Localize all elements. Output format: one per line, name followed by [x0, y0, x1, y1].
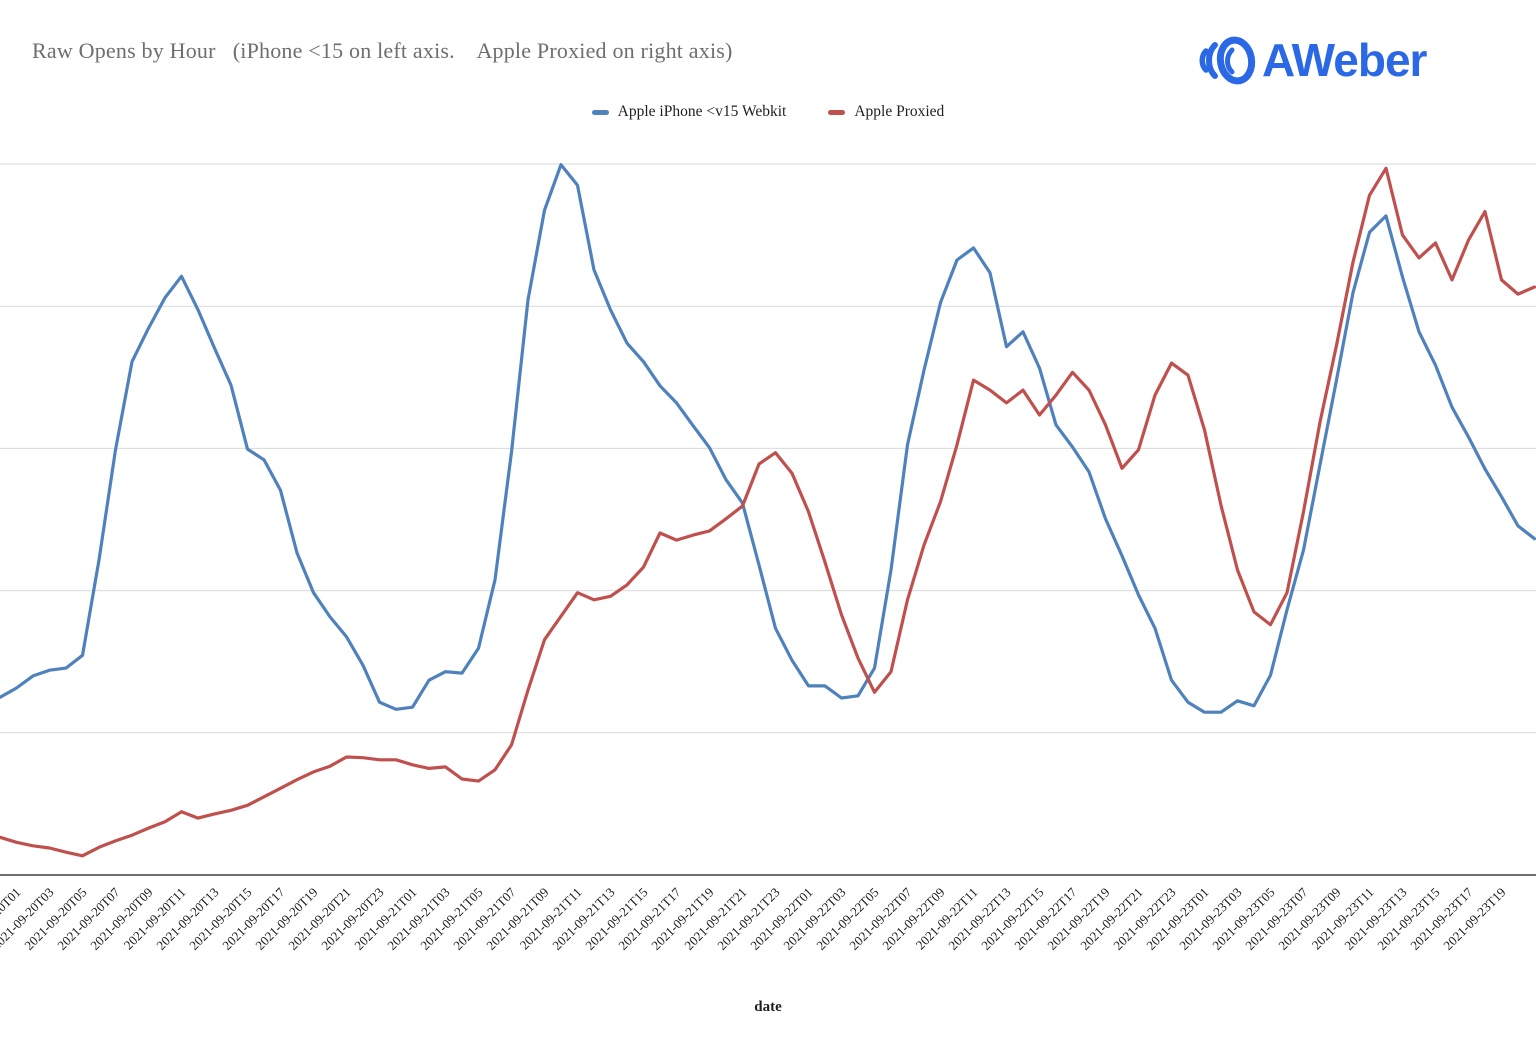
x-tick-labels: 2021-09-20T012021-09-20T032021-09-20T052…: [0, 884, 1509, 953]
legend-swatch-red-icon: [828, 109, 846, 115]
aweber-logo-text: AWeber: [1262, 34, 1427, 86]
series-lines: [0, 163, 1536, 858]
chart-title: Raw Opens by Hour (iPhone <15 on left ax…: [32, 38, 733, 63]
series-line-iphone: [0, 163, 1536, 714]
legend-swatch-blue-icon: [591, 109, 609, 115]
chart-legend: Apple iPhone <v15 Webkit Apple Proxied: [0, 103, 1536, 121]
aweber-swirl-icon: [1199, 36, 1256, 85]
x-axis-title: date: [754, 999, 782, 1015]
legend-item-iphone: Apple iPhone <v15 Webkit: [591, 103, 787, 121]
legend-label: Apple iPhone <v15 Webkit: [617, 103, 787, 120]
aweber-logo: AWeber: [1196, 28, 1427, 92]
series-line-proxied: [0, 166, 1536, 858]
gridlines: [0, 163, 1536, 734]
legend-label: Apple Proxied: [854, 103, 945, 120]
legend-item-proxied: Apple Proxied: [828, 103, 944, 121]
